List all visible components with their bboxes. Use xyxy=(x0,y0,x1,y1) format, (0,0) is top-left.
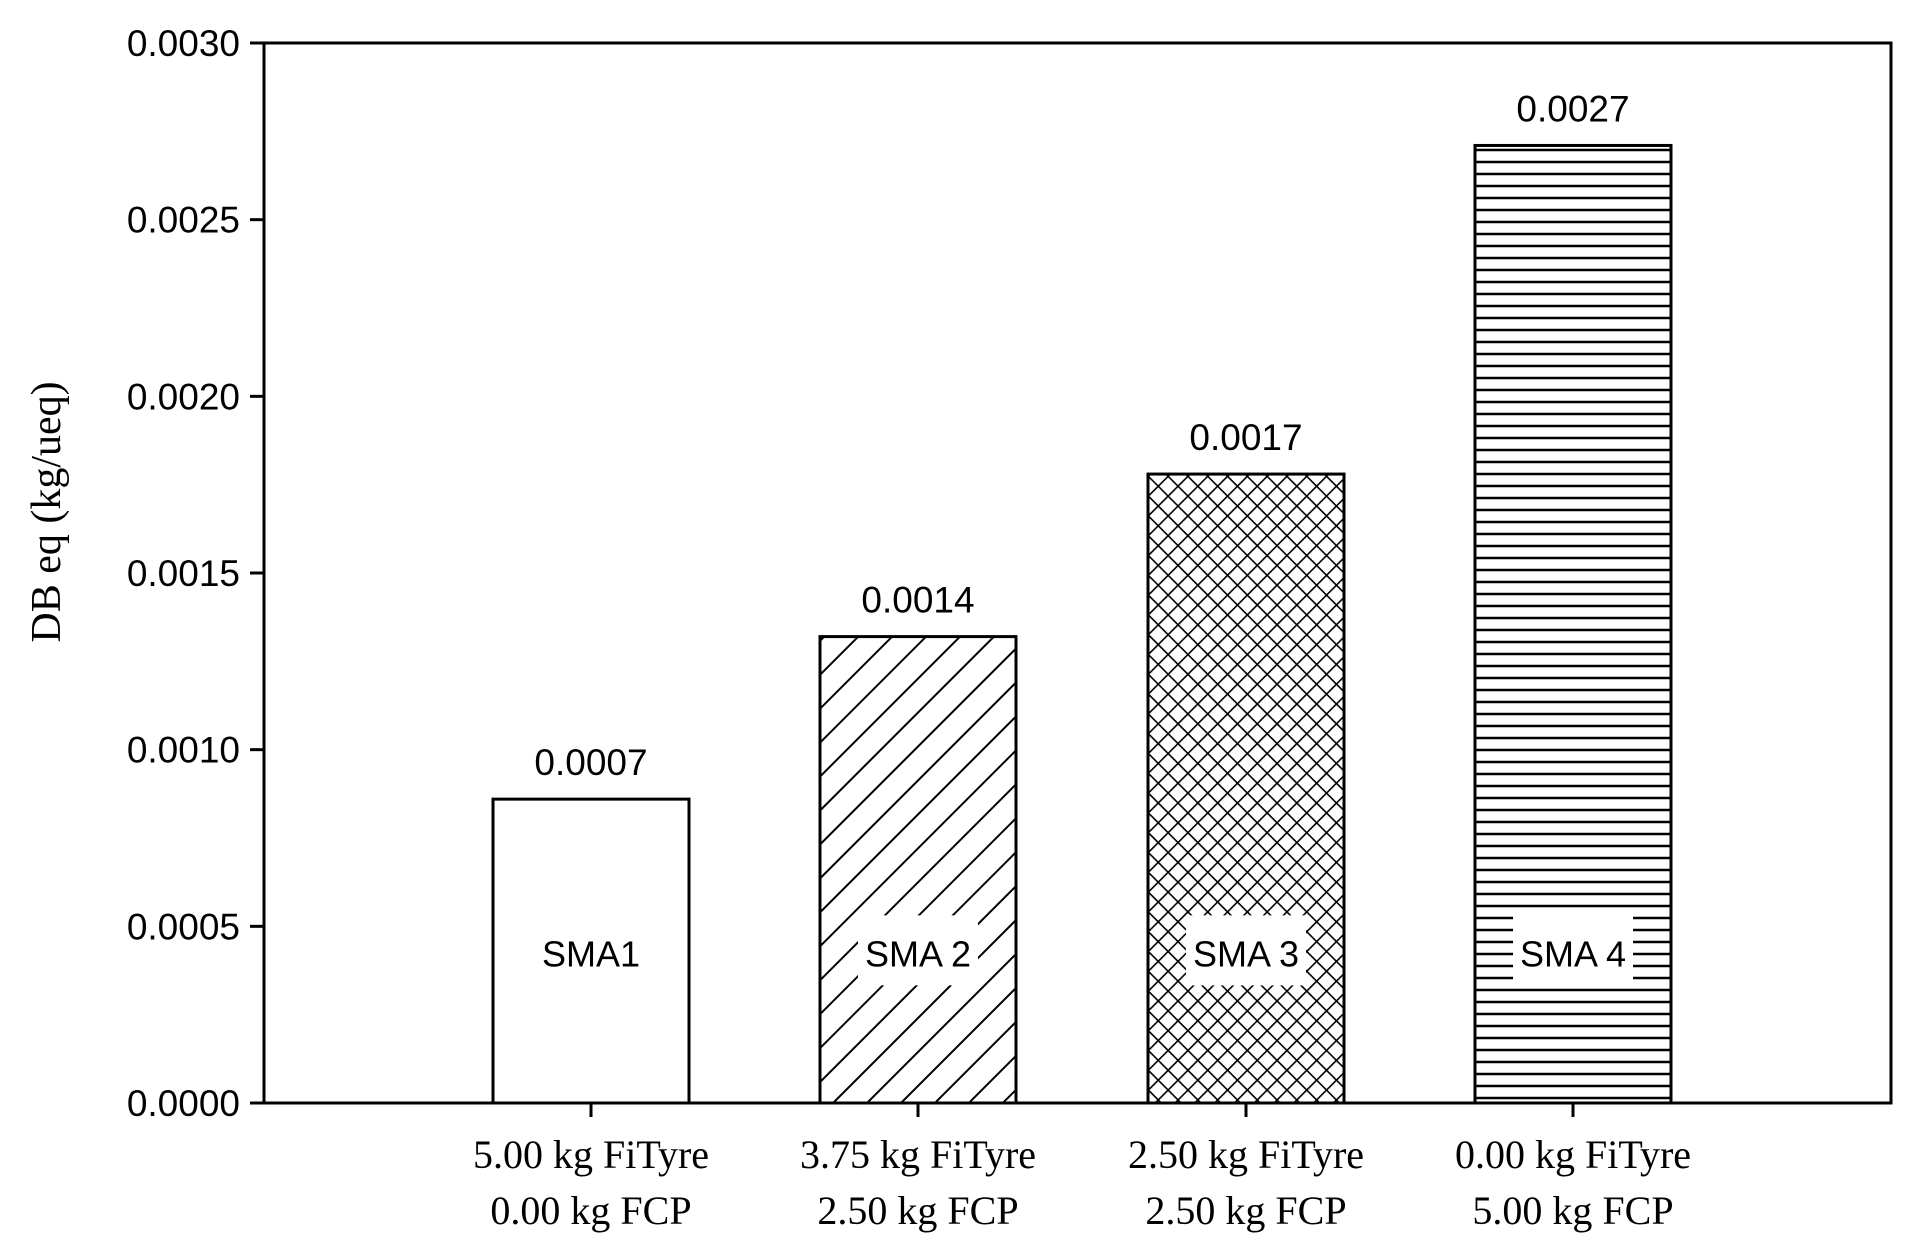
bar-name-label: SMA 2 xyxy=(865,933,971,974)
x-category-label: 5.00 kg FCP xyxy=(1472,1188,1673,1233)
x-category-label: 2.50 kg FiTyre xyxy=(1128,1132,1364,1177)
bar-name-label: SMA1 xyxy=(542,933,640,974)
x-category-label: 0.00 kg FiTyre xyxy=(1455,1132,1691,1177)
bar-3 xyxy=(1146,472,1346,1105)
x-category-label: 3.75 kg FiTyre xyxy=(800,1132,1036,1177)
y-tick-label: 0.0005 xyxy=(127,906,240,947)
bar-value-label: 0.0014 xyxy=(861,580,974,621)
x-category-label: 5.00 kg FiTyre xyxy=(473,1132,709,1177)
x-category-label: 2.50 kg FCP xyxy=(817,1188,1018,1233)
bar-name-backdrop xyxy=(1186,915,1306,986)
x-axis: 5.00 kg FiTyre 0.00 kg FCP 3.75 kg FiTyre 2… xyxy=(473,1103,1691,1233)
y-axis-title: DB eq (kg/ueq) xyxy=(24,381,70,642)
bar-name-backdrop xyxy=(858,915,978,986)
y-axis: 0.0000 0.0005 0.0010 0.0015 0.0020 0.0025 0.00… xyxy=(127,23,264,1124)
bar-name-label: SMA 4 xyxy=(1520,933,1626,974)
bar-value-label: 0.0007 xyxy=(534,742,647,783)
y-tick-label: 0.0020 xyxy=(127,376,240,417)
bar-name-label: SMA 3 xyxy=(1193,933,1299,974)
bar-value-label: 0.0017 xyxy=(1189,417,1302,458)
y-tick-label: 0.0000 xyxy=(127,1083,240,1124)
y-tick-label: 0.0010 xyxy=(127,730,240,771)
y-tick-label: 0.0015 xyxy=(127,553,240,594)
bars: 0.0007 SMA1 0.0014 SMA 2 0.0017 SMA 3 0.0027 SM… xyxy=(491,88,1673,1105)
bar-name-backdrop xyxy=(1513,915,1633,986)
y-tick-label: 0.0030 xyxy=(127,23,240,64)
bar-2 xyxy=(818,635,1018,1105)
y-tick-label: 0.0025 xyxy=(127,200,240,241)
x-category-label: 2.50 kg FCP xyxy=(1145,1188,1346,1233)
x-category-label: 0.00 kg FCP xyxy=(490,1188,691,1233)
bar-value-label: 0.0027 xyxy=(1516,88,1629,129)
